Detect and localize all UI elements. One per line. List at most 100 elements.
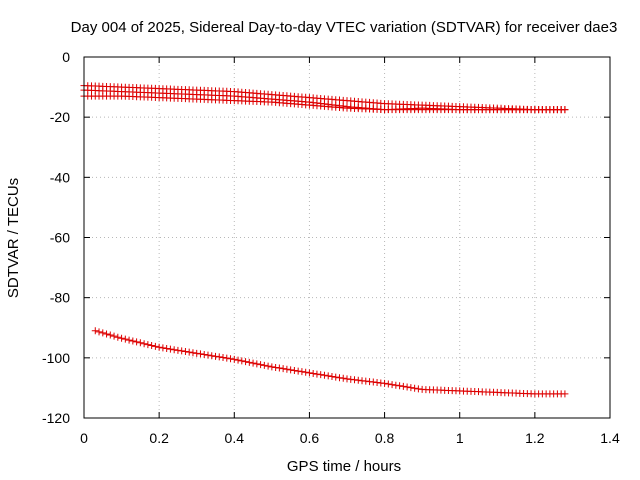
data-point <box>185 348 193 356</box>
data-point <box>215 353 223 361</box>
data-point <box>324 372 332 380</box>
data-point <box>257 361 265 369</box>
grid-lines <box>84 57 610 418</box>
data-point <box>392 381 400 389</box>
data-point <box>245 358 253 366</box>
data-point <box>339 374 347 382</box>
data-point <box>253 360 261 368</box>
data-point <box>208 352 216 360</box>
x-tick-label: 0.6 <box>300 430 320 446</box>
data-point <box>166 345 174 353</box>
data-point <box>136 339 144 347</box>
y-tick-label: 0 <box>62 49 70 65</box>
y-axis-label: SDTVAR / TECUs <box>5 178 22 298</box>
y-tick-label: -120 <box>42 410 70 426</box>
data-point <box>298 368 306 376</box>
data-point <box>260 361 268 369</box>
data-point <box>219 354 227 362</box>
data-point <box>264 362 272 370</box>
data-point <box>302 368 310 376</box>
data-point <box>121 335 129 343</box>
data-point <box>313 370 321 378</box>
data-point <box>317 371 325 379</box>
data-point <box>163 345 171 353</box>
data-point <box>384 380 392 388</box>
tick-labels: 0 0.2 0.4 0.6 0.8 1 1.2 1.4 0 -20 -40 -60 -80 -100 -12… <box>42 49 620 446</box>
data-point <box>181 348 189 356</box>
data-point <box>155 343 163 351</box>
data-point <box>309 369 317 377</box>
y-tick-label: -20 <box>50 109 70 125</box>
data-point <box>290 366 298 374</box>
data-point <box>170 346 178 354</box>
data-point <box>99 329 107 337</box>
x-tick-label: 1.2 <box>525 430 545 446</box>
data-point <box>103 330 111 338</box>
data-point <box>227 355 235 363</box>
data-point <box>178 347 186 355</box>
data-point <box>91 327 99 335</box>
data-point <box>328 372 336 380</box>
data-point <box>294 367 302 375</box>
data-point <box>125 336 133 344</box>
data-point <box>159 344 167 352</box>
data-point <box>106 331 114 339</box>
x-tick-label: 1.4 <box>600 430 620 446</box>
data-point <box>234 356 242 364</box>
data-point <box>396 382 404 390</box>
data-point <box>411 384 419 392</box>
data-point <box>332 373 340 381</box>
data-point <box>129 337 137 345</box>
x-tick-label: 0 <box>80 430 88 446</box>
data-point <box>305 369 313 377</box>
x-tick-label: 0.8 <box>375 430 395 446</box>
data-point <box>407 384 415 392</box>
data-points <box>80 82 569 398</box>
data-point <box>223 354 231 362</box>
data-point <box>196 350 204 358</box>
data-point <box>230 355 238 363</box>
data-point <box>204 351 212 359</box>
data-point <box>212 352 219 360</box>
data-point <box>320 371 328 379</box>
data-point <box>114 333 122 341</box>
data-point <box>144 341 152 349</box>
data-point <box>335 374 343 382</box>
data-point <box>414 385 422 393</box>
data-point <box>148 341 156 349</box>
data-point <box>193 349 201 357</box>
data-point <box>381 379 389 387</box>
axis-ticks <box>83 56 611 419</box>
data-point <box>118 334 126 342</box>
data-point <box>174 346 182 354</box>
y-tick-label: -100 <box>42 350 70 366</box>
data-point <box>140 340 148 348</box>
data-point <box>249 359 257 367</box>
data-point <box>561 106 569 114</box>
data-point <box>399 382 407 390</box>
data-point <box>268 363 276 371</box>
series-satellite-d <box>91 327 569 398</box>
data-point <box>242 358 250 366</box>
data-point <box>279 365 287 373</box>
data-point <box>133 338 141 346</box>
data-point <box>200 351 208 359</box>
y-tick-label: -80 <box>50 290 70 306</box>
data-point <box>189 349 197 357</box>
y-tick-label: -40 <box>50 169 70 185</box>
data-point <box>95 328 103 336</box>
chart-title: Day 004 of 2025, Sidereal Day-to-day VTE… <box>71 19 618 36</box>
data-point <box>275 364 283 372</box>
data-point <box>283 365 291 373</box>
series-satellite-c <box>80 92 569 114</box>
data-point <box>110 332 118 340</box>
data-point <box>272 363 280 371</box>
data-point <box>287 366 295 374</box>
x-tick-label: 0.2 <box>149 430 169 446</box>
y-tick-label: -60 <box>50 230 70 246</box>
data-point <box>238 357 246 365</box>
data-point <box>403 383 411 391</box>
x-tick-label: 0.4 <box>225 430 245 446</box>
data-point <box>561 390 569 398</box>
